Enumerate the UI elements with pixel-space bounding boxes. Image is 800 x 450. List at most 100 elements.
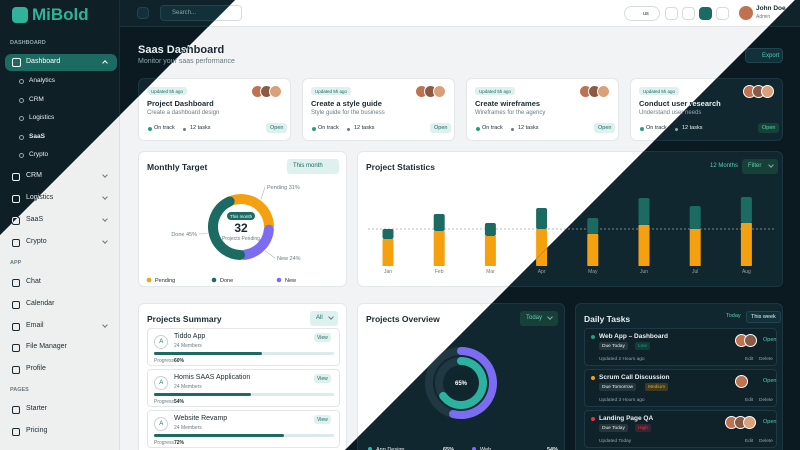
x-tick-label: Apr <box>538 269 546 275</box>
bar-segment <box>382 229 394 239</box>
monthly-target-card: Monthly Target This month Pending 31% Done … <box>138 151 347 287</box>
bar-segment <box>690 229 701 266</box>
language-select[interactable]: us <box>624 6 660 21</box>
updated: Updated 2 Hours ago <box>599 357 645 362</box>
chevron <box>328 314 334 320</box>
open-link[interactable]: Open <box>763 378 777 384</box>
avatar <box>744 334 757 347</box>
members: 24 Members <box>174 342 202 349</box>
user-name: John Doe <box>756 5 786 12</box>
x-tick-label: Aug <box>742 269 751 275</box>
project-title: Create a style guide <box>311 99 382 108</box>
nav-item[interactable]: Crypto <box>26 238 47 245</box>
initial-badge: A <box>154 335 168 349</box>
edit-link[interactable]: Edit <box>745 357 754 362</box>
projects-summary-card: Projects Summary All A Tiddo App 24 Members V… <box>138 303 347 450</box>
nav-item[interactable]: Starter <box>26 405 48 412</box>
updated-badge: Updated 5h ago <box>147 87 188 95</box>
status-dot <box>640 127 644 131</box>
edit-link[interactable]: Edit <box>745 398 754 403</box>
center-badge <box>227 212 255 220</box>
progress-value: 54% <box>174 399 185 405</box>
nav-item[interactable]: Chat <box>26 278 41 285</box>
delete-link[interactable]: Delete <box>759 357 773 362</box>
export-button[interactable]: Export <box>745 48 783 63</box>
icon-button[interactable] <box>665 7 678 20</box>
bar-segment <box>433 231 445 266</box>
bar-segment <box>536 208 548 229</box>
icon-button[interactable] <box>716 7 729 20</box>
user-avatar <box>739 6 753 20</box>
updated: Updated 3 Hours ago <box>599 398 645 403</box>
avatar <box>269 85 282 98</box>
members: 24 Members <box>174 383 202 390</box>
updated-badge: Updated 5h ago <box>311 87 352 95</box>
status: On track <box>318 125 339 131</box>
nav-dot <box>19 79 24 84</box>
filter-dropdown[interactable]: Today <box>520 311 558 326</box>
icon-button[interactable] <box>699 7 712 20</box>
view-button[interactable]: View <box>314 415 331 424</box>
nav-item[interactable]: File Manager <box>26 343 67 351</box>
project-title: Create wireframes <box>475 99 541 108</box>
bar-segment <box>484 236 496 266</box>
open-button[interactable]: Open <box>266 123 288 133</box>
task-item: Landing Page QA Due Today High Open Updated … <box>584 410 777 448</box>
progress-fill <box>154 434 284 437</box>
tasks: 12 tasks <box>354 125 375 131</box>
nav-item[interactable]: Logistics <box>26 194 54 201</box>
nav-item[interactable]: Profile <box>26 365 46 373</box>
avatar <box>743 416 756 429</box>
icon-button[interactable] <box>682 7 695 20</box>
view-button[interactable]: View <box>314 333 331 342</box>
donut-label: Pending 31% <box>267 185 300 191</box>
nav-item[interactable]: CRM <box>26 172 42 179</box>
nav-item[interactable]: Dashboard <box>26 58 61 65</box>
nav-subitem[interactable]: Crypto <box>29 151 49 158</box>
tab-active[interactable]: This week <box>746 311 781 323</box>
tasks: 12 tasks <box>682 125 703 131</box>
open-button[interactable]: Open <box>758 123 779 133</box>
nav-subitem[interactable]: Logistics <box>29 114 55 121</box>
nav-dot <box>19 153 24 158</box>
updated-badge: Updated 5h ago <box>639 87 680 95</box>
filter-dropdown[interactable]: This month <box>287 159 339 174</box>
open-link[interactable]: Open <box>763 419 777 425</box>
menu-button[interactable] <box>137 7 149 19</box>
tab[interactable]: Today <box>726 313 741 319</box>
view-button[interactable]: View <box>314 374 331 383</box>
nav-item[interactable]: Email <box>26 321 44 329</box>
nav-item[interactable]: Calendar <box>26 299 55 307</box>
section-label: PAGES <box>10 387 29 393</box>
legend-label: Pending <box>155 278 175 284</box>
language: us <box>643 10 649 17</box>
open-link[interactable]: Open <box>763 337 777 343</box>
nav-icon <box>12 279 20 287</box>
nav-subitem[interactable]: Analytics <box>29 77 56 84</box>
due-badge: Due Tomorrow <box>599 383 636 391</box>
delete-link[interactable]: Delete <box>759 398 773 403</box>
initial-badge: A <box>154 417 168 431</box>
filter-button[interactable]: Filter <box>742 159 778 174</box>
nav-subitem[interactable]: SaaS <box>29 132 45 140</box>
edit-link[interactable]: Edit <box>745 439 754 444</box>
legend-label: Done <box>220 278 233 284</box>
status-dot <box>312 127 316 131</box>
chevron <box>102 216 108 222</box>
nav-item[interactable]: Pricing <box>26 427 48 434</box>
radial-center-label: 65% <box>455 381 468 387</box>
x-tick-label: Jun <box>640 269 648 275</box>
updated: Updated Today <box>599 439 632 444</box>
progress-label: Progress <box>154 358 175 364</box>
open-button[interactable]: Open <box>430 123 452 133</box>
delete-link[interactable]: Delete <box>759 439 773 444</box>
open-button[interactable]: Open <box>594 123 616 133</box>
range-label[interactable]: 12 Months <box>710 163 739 169</box>
nav-item[interactable]: SaaS <box>26 216 44 223</box>
filter-dropdown[interactable]: All <box>310 311 338 326</box>
nav-subitem[interactable]: CRM <box>29 95 44 103</box>
legend-dot <box>472 447 476 450</box>
project-card: Updated 5h ago Project Dashboard Create a … <box>138 78 291 141</box>
nav-icon <box>12 173 20 181</box>
priority-dot <box>591 417 595 421</box>
